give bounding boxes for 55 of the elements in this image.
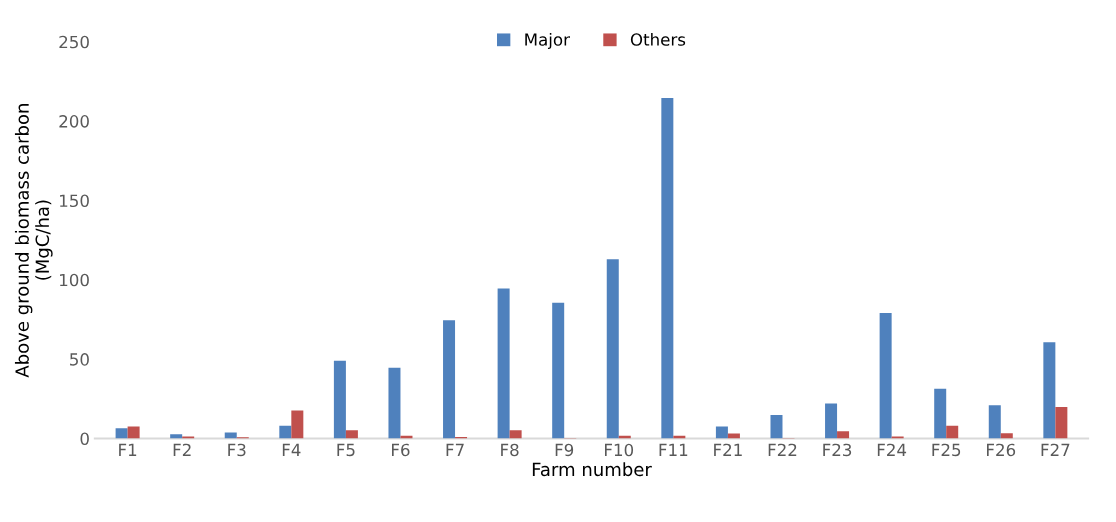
bar (170, 434, 183, 439)
bar (443, 320, 456, 439)
bar (715, 426, 728, 439)
x-tick-label: F3 (228, 443, 246, 457)
y-tick-label: 50 (70, 353, 89, 366)
x-tick-label: F10 (605, 443, 634, 457)
x-tick-label: F8 (501, 443, 519, 457)
bar (1000, 433, 1013, 439)
bar (115, 428, 128, 439)
x-tick-label: F23 (823, 443, 852, 457)
legend-label: Major (525, 32, 570, 50)
bar (934, 388, 947, 439)
bar (825, 403, 838, 439)
y-axis-title: Above ground biomass carbon (MgC/ha) (14, 104, 53, 378)
x-tick-label: F7 (446, 443, 464, 457)
bar (182, 436, 195, 439)
bar (509, 430, 522, 439)
x-tick-label: F25 (932, 443, 961, 457)
bar (1043, 342, 1056, 439)
bar (837, 431, 850, 439)
x-tick-label: F2 (173, 443, 191, 457)
x-tick-label: F26 (987, 443, 1016, 457)
bar (388, 367, 401, 439)
bar (127, 426, 140, 439)
y-tick-label: 100 (60, 273, 89, 287)
x-tick-label: F21 (714, 443, 742, 457)
bar (661, 98, 674, 439)
y-tick-label: 250 (59, 35, 89, 49)
bar (891, 436, 904, 439)
x-tick-label: F6 (392, 443, 410, 457)
x-tick-label: F1 (119, 443, 137, 457)
y-tick-label: 200 (59, 115, 89, 128)
bar (606, 259, 619, 439)
x-tick-label: F22 (768, 443, 797, 457)
bar (497, 288, 510, 439)
x-tick-label: F9 (555, 443, 574, 457)
bar (333, 360, 346, 439)
bar (345, 430, 358, 439)
x-tick-label: F27 (1041, 443, 1070, 457)
bar (552, 302, 565, 439)
x-tick-label: F5 (337, 443, 355, 457)
bar (946, 425, 959, 439)
x-tick-label: F11 (659, 443, 688, 457)
y-tick-label: 0 (80, 432, 89, 446)
legend-label: Others (630, 32, 686, 46)
y-tick-label: 150 (60, 194, 89, 208)
bar (988, 405, 1001, 439)
bar (291, 410, 304, 439)
x-tick-label: F24 (877, 443, 907, 457)
bar (1055, 407, 1068, 439)
x-tick-label: F4 (282, 443, 301, 457)
bar (279, 425, 292, 439)
bar (879, 313, 892, 439)
x-axis-title: Farm number (532, 462, 652, 477)
bar (770, 414, 783, 439)
